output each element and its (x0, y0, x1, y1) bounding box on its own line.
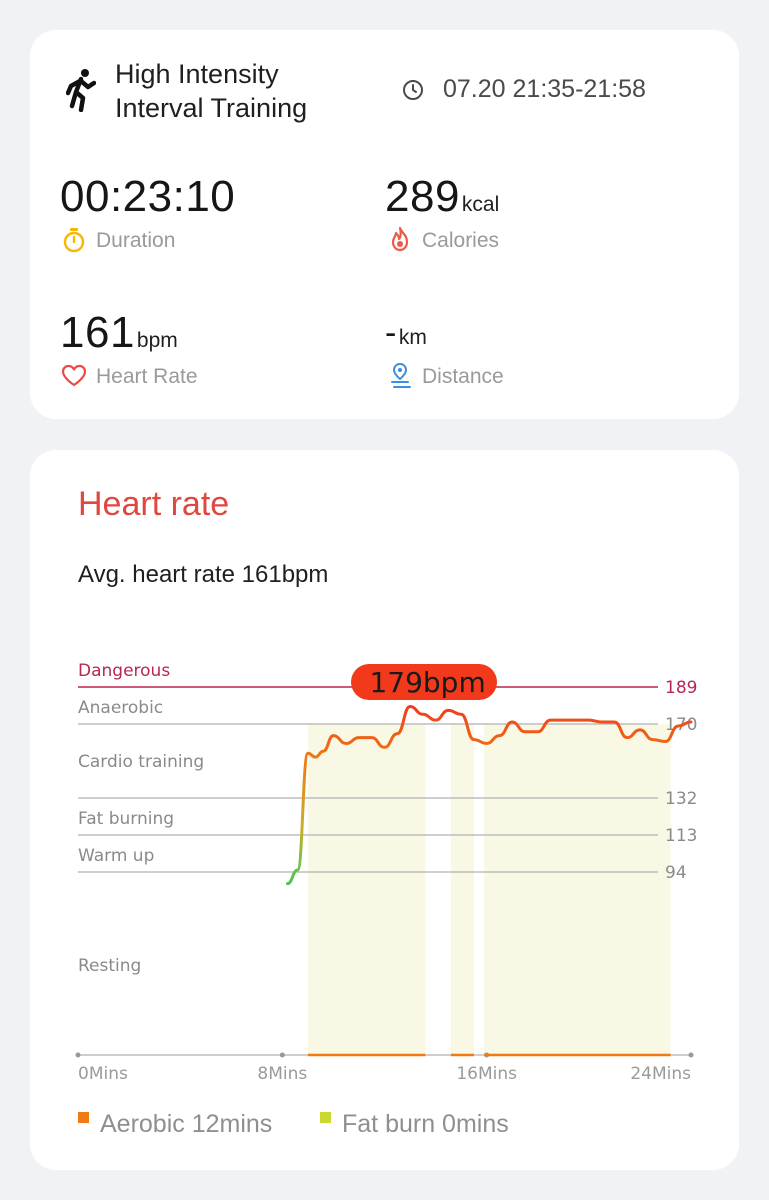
heart-rate-label: Heart Rate (96, 365, 198, 388)
heart-rate-unit: bpm (136, 329, 178, 352)
peak-heart-rate-tooltip: 179bpm (351, 664, 498, 701)
x-tick-label-3: 24Mins (630, 1064, 691, 1084)
flame-icon (391, 226, 409, 252)
warm-up-threshold-label: 94 (665, 863, 687, 883)
workout-summary-card: High Intensity Interval Training 07.20 2… (30, 30, 739, 419)
x-tick-dot-0 (75, 1052, 81, 1058)
aerobic-legend-swatch (78, 1112, 89, 1123)
calories-label: Calories (422, 229, 500, 252)
heart-rate-value-group: 161bpm (60, 308, 178, 358)
dangerous-zone-label: Dangerous (78, 661, 170, 681)
fat-burn-legend-label: Fat burn 0mins (342, 1110, 509, 1138)
clock-icon (403, 80, 423, 100)
stopwatch-icon (63, 228, 85, 253)
location-pin-icon (391, 362, 411, 388)
x-tick-label-0: 0Mins (78, 1064, 128, 1084)
cardio-training-zone-label: Cardio training (78, 752, 204, 772)
workout-title-line2: Interval Training (115, 93, 308, 123)
average-heart-rate: Avg. heart rate 161bpm (78, 561, 329, 588)
calories-value-group: 289kcal (385, 172, 499, 222)
calories-value: 289 (385, 172, 460, 221)
x-tick-dot-1 (279, 1052, 285, 1058)
cardio-training-threshold-label: 132 (665, 789, 697, 809)
distance-unit: km (398, 326, 427, 349)
x-tick-label-2: 16Mins (456, 1064, 517, 1084)
heart-rate-card: Heart rate Avg. heart rate 161bpm 189 Dan… (30, 450, 739, 1170)
zone-shade-1 (450, 724, 474, 1055)
fat-burning-threshold-label: 113 (665, 826, 697, 846)
distance-value-group: -km (385, 314, 427, 353)
workout-time-range: 07.20 21:35-21:58 (443, 75, 646, 103)
x-tick-dot-3 (688, 1052, 694, 1058)
dangerous-threshold-label: 189 (665, 678, 697, 698)
heart-outline-icon (61, 364, 87, 387)
anaerobic-zone-label: Anaerobic (78, 698, 163, 718)
duration-value: 00:23:10 (60, 172, 236, 221)
workout-title-line1: High Intensity (115, 59, 279, 89)
heart-rate-title: Heart rate (78, 485, 230, 523)
running-figure-icon (66, 69, 96, 112)
fat-burn-legend-swatch (320, 1112, 331, 1123)
resting-zone-label: Resting (78, 956, 141, 976)
heart-rate-value: 161 (60, 308, 135, 357)
x-tick-label-1: 8Mins (257, 1064, 307, 1084)
zone-shade-2 (484, 724, 671, 1055)
warm-up-zone-label: Warm up (78, 846, 154, 866)
fat-burning-zone-label: Fat burning (78, 809, 174, 829)
aerobic-legend-label: Aerobic 12mins (100, 1110, 273, 1138)
distance-label: Distance (422, 365, 504, 388)
distance-value: - (385, 314, 397, 352)
heart-rate-line (285, 704, 693, 886)
zone-shade-0 (307, 724, 426, 1055)
duration-label: Duration (96, 229, 176, 252)
calories-unit: kcal (461, 193, 500, 216)
